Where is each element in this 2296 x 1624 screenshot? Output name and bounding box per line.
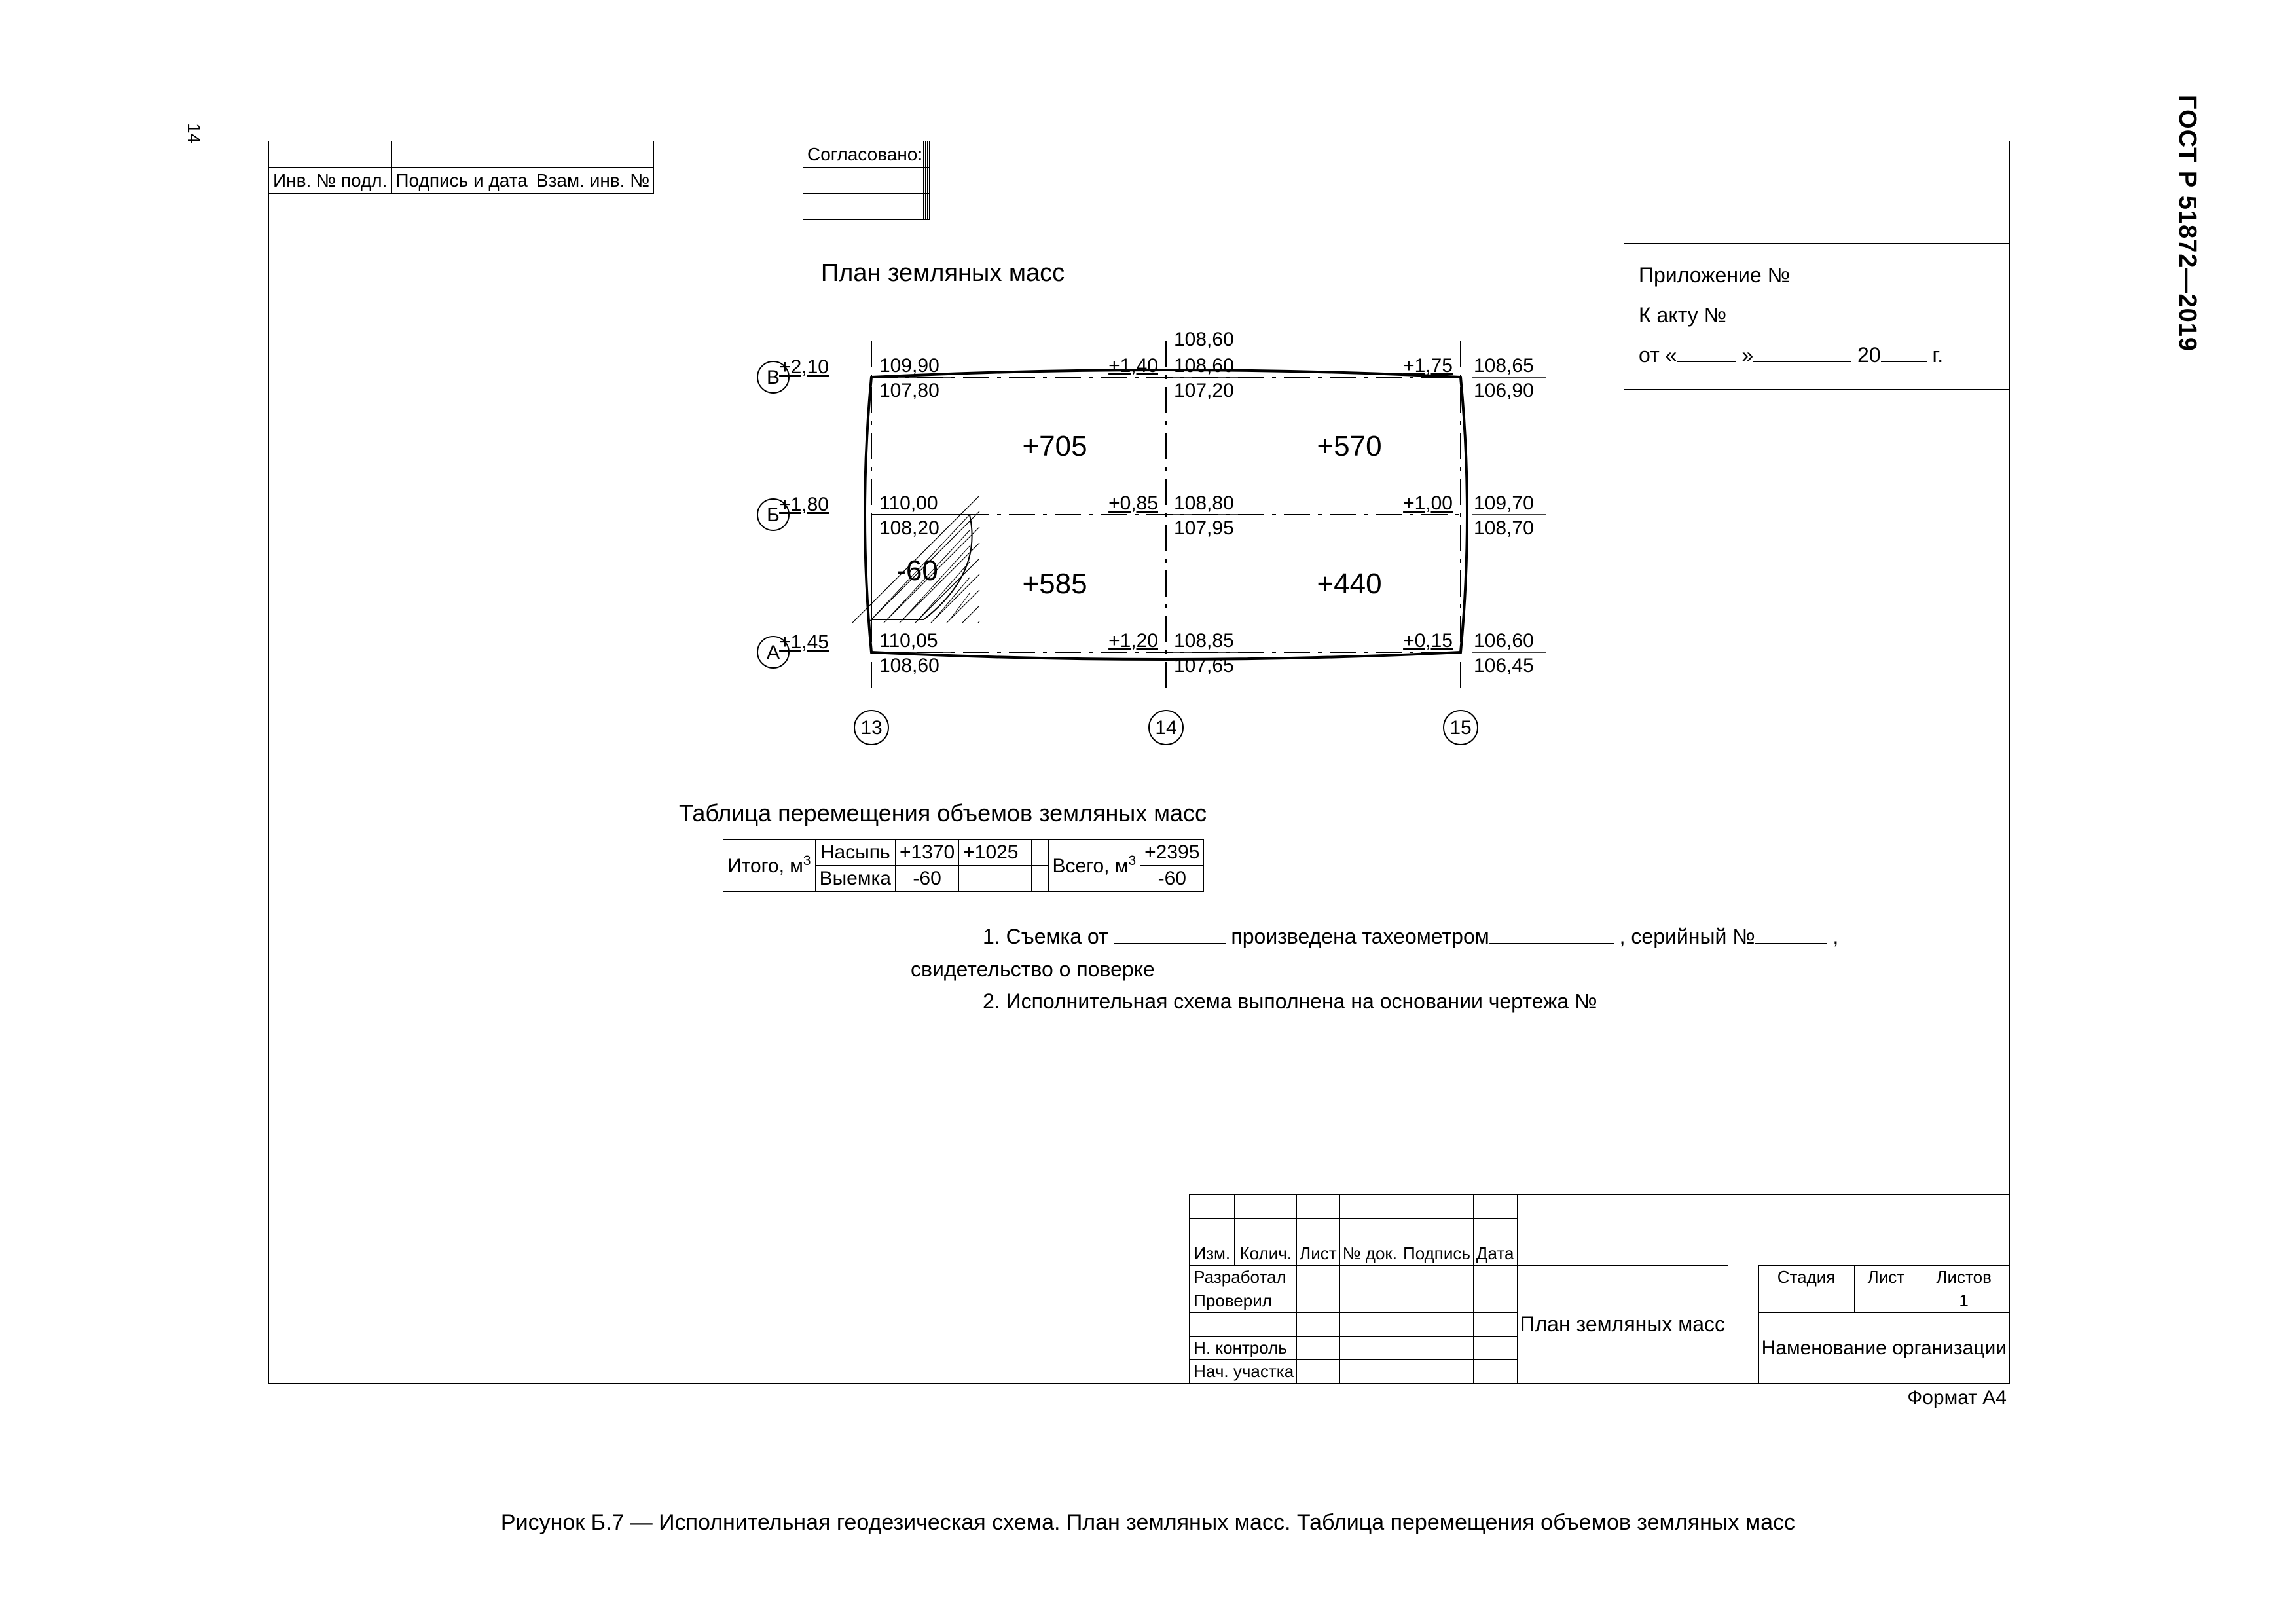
inv-no-podl: Инв. № подл.	[269, 168, 392, 194]
podpis-data: Подпись и дата	[392, 168, 532, 194]
svg-text:107,80: 107,80	[879, 380, 939, 401]
svg-text:107,65: 107,65	[1174, 655, 1234, 676]
svg-text:13: 13	[860, 717, 882, 739]
top-agree-table: Согласовано:	[803, 141, 930, 220]
svg-text:108,60: 108,60	[879, 655, 939, 676]
svg-text:+585: +585	[1022, 568, 1087, 600]
agreed-label: Согласовано:	[803, 141, 924, 168]
svg-text:106,90: 106,90	[1474, 380, 1534, 401]
svg-text:+440: +440	[1317, 568, 1381, 600]
svg-text:108,60: 108,60	[1174, 355, 1234, 377]
svg-text:106,60: 106,60	[1474, 630, 1534, 652]
svg-text:110,05: 110,05	[879, 630, 938, 652]
svg-text:110,00: 110,00	[879, 492, 938, 514]
svg-text:А: А	[767, 642, 780, 663]
plan-title: План земляных масс	[269, 259, 1616, 287]
svg-text:+1,45: +1,45	[779, 631, 829, 653]
vzam-inv-no: Взам. инв. №	[532, 168, 653, 194]
svg-text:-60: -60	[896, 555, 938, 587]
svg-text:+1,20: +1,20	[1108, 630, 1158, 652]
svg-text:+0,85: +0,85	[1108, 492, 1158, 514]
page-number: 14	[183, 123, 204, 143]
standard-code: ГОСТ Р 51872—2019	[2173, 95, 2201, 352]
svg-text:+1,40: +1,40	[1108, 355, 1158, 377]
svg-text:108,70: 108,70	[1474, 517, 1534, 539]
format-label: Формат А4	[1907, 1387, 2007, 1409]
drawing-frame: Формат А4 Инв. № подл. Подпись и дата Вз…	[268, 141, 2010, 1384]
earth-mass-plan: -60 +705 +570 +585 +440 В+2,10 109,90 107,80 +1,…	[740, 305, 1637, 777]
svg-text:107,95: 107,95	[1174, 517, 1234, 539]
svg-text:107,20: 107,20	[1174, 380, 1234, 401]
svg-text:+1,80: +1,80	[779, 494, 829, 515]
volumes-table: Итого, м3 Насыпь +1370 +1025 Всего, м3 +…	[723, 839, 1204, 892]
svg-text:+1,00: +1,00	[1403, 492, 1453, 514]
svg-text:+705: +705	[1022, 430, 1087, 462]
svg-text:108,60: 108,60	[1174, 329, 1234, 350]
svg-text:109,70: 109,70	[1474, 492, 1534, 514]
title-block-right: Стадия Лист Листов 1 Наменование организ…	[1758, 1265, 2010, 1384]
svg-text:+2,10: +2,10	[779, 356, 829, 378]
svg-text:+570: +570	[1317, 430, 1381, 462]
appendix-box: Приложение № К акту № от « » 20 г.	[1624, 243, 2010, 390]
top-left-table: Инв. № подл. Подпись и дата Взам. инв. №	[268, 141, 654, 194]
svg-text:В: В	[767, 367, 780, 388]
svg-text:108,85: 108,85	[1174, 630, 1234, 652]
svg-text:15: 15	[1449, 717, 1471, 739]
svg-text:106,45: 106,45	[1474, 655, 1534, 676]
svg-text:14: 14	[1155, 717, 1176, 739]
svg-text:108,80: 108,80	[1174, 492, 1234, 514]
svg-text:+1,75: +1,75	[1403, 355, 1453, 377]
volumes-title: Таблица перемещения объемов земляных мас…	[269, 800, 1616, 827]
figure-caption: Рисунок Б.7 — Исполнительная геодезическ…	[0, 1510, 2296, 1536]
svg-text:Б: Б	[767, 504, 780, 526]
svg-text:+0,15: +0,15	[1403, 630, 1453, 652]
svg-text:108,20: 108,20	[879, 517, 939, 539]
svg-text:108,65: 108,65	[1474, 355, 1534, 377]
svg-text:109,90: 109,90	[879, 355, 939, 377]
notes: 1. Съемка от произведена тахеометром , с…	[911, 921, 1990, 1018]
